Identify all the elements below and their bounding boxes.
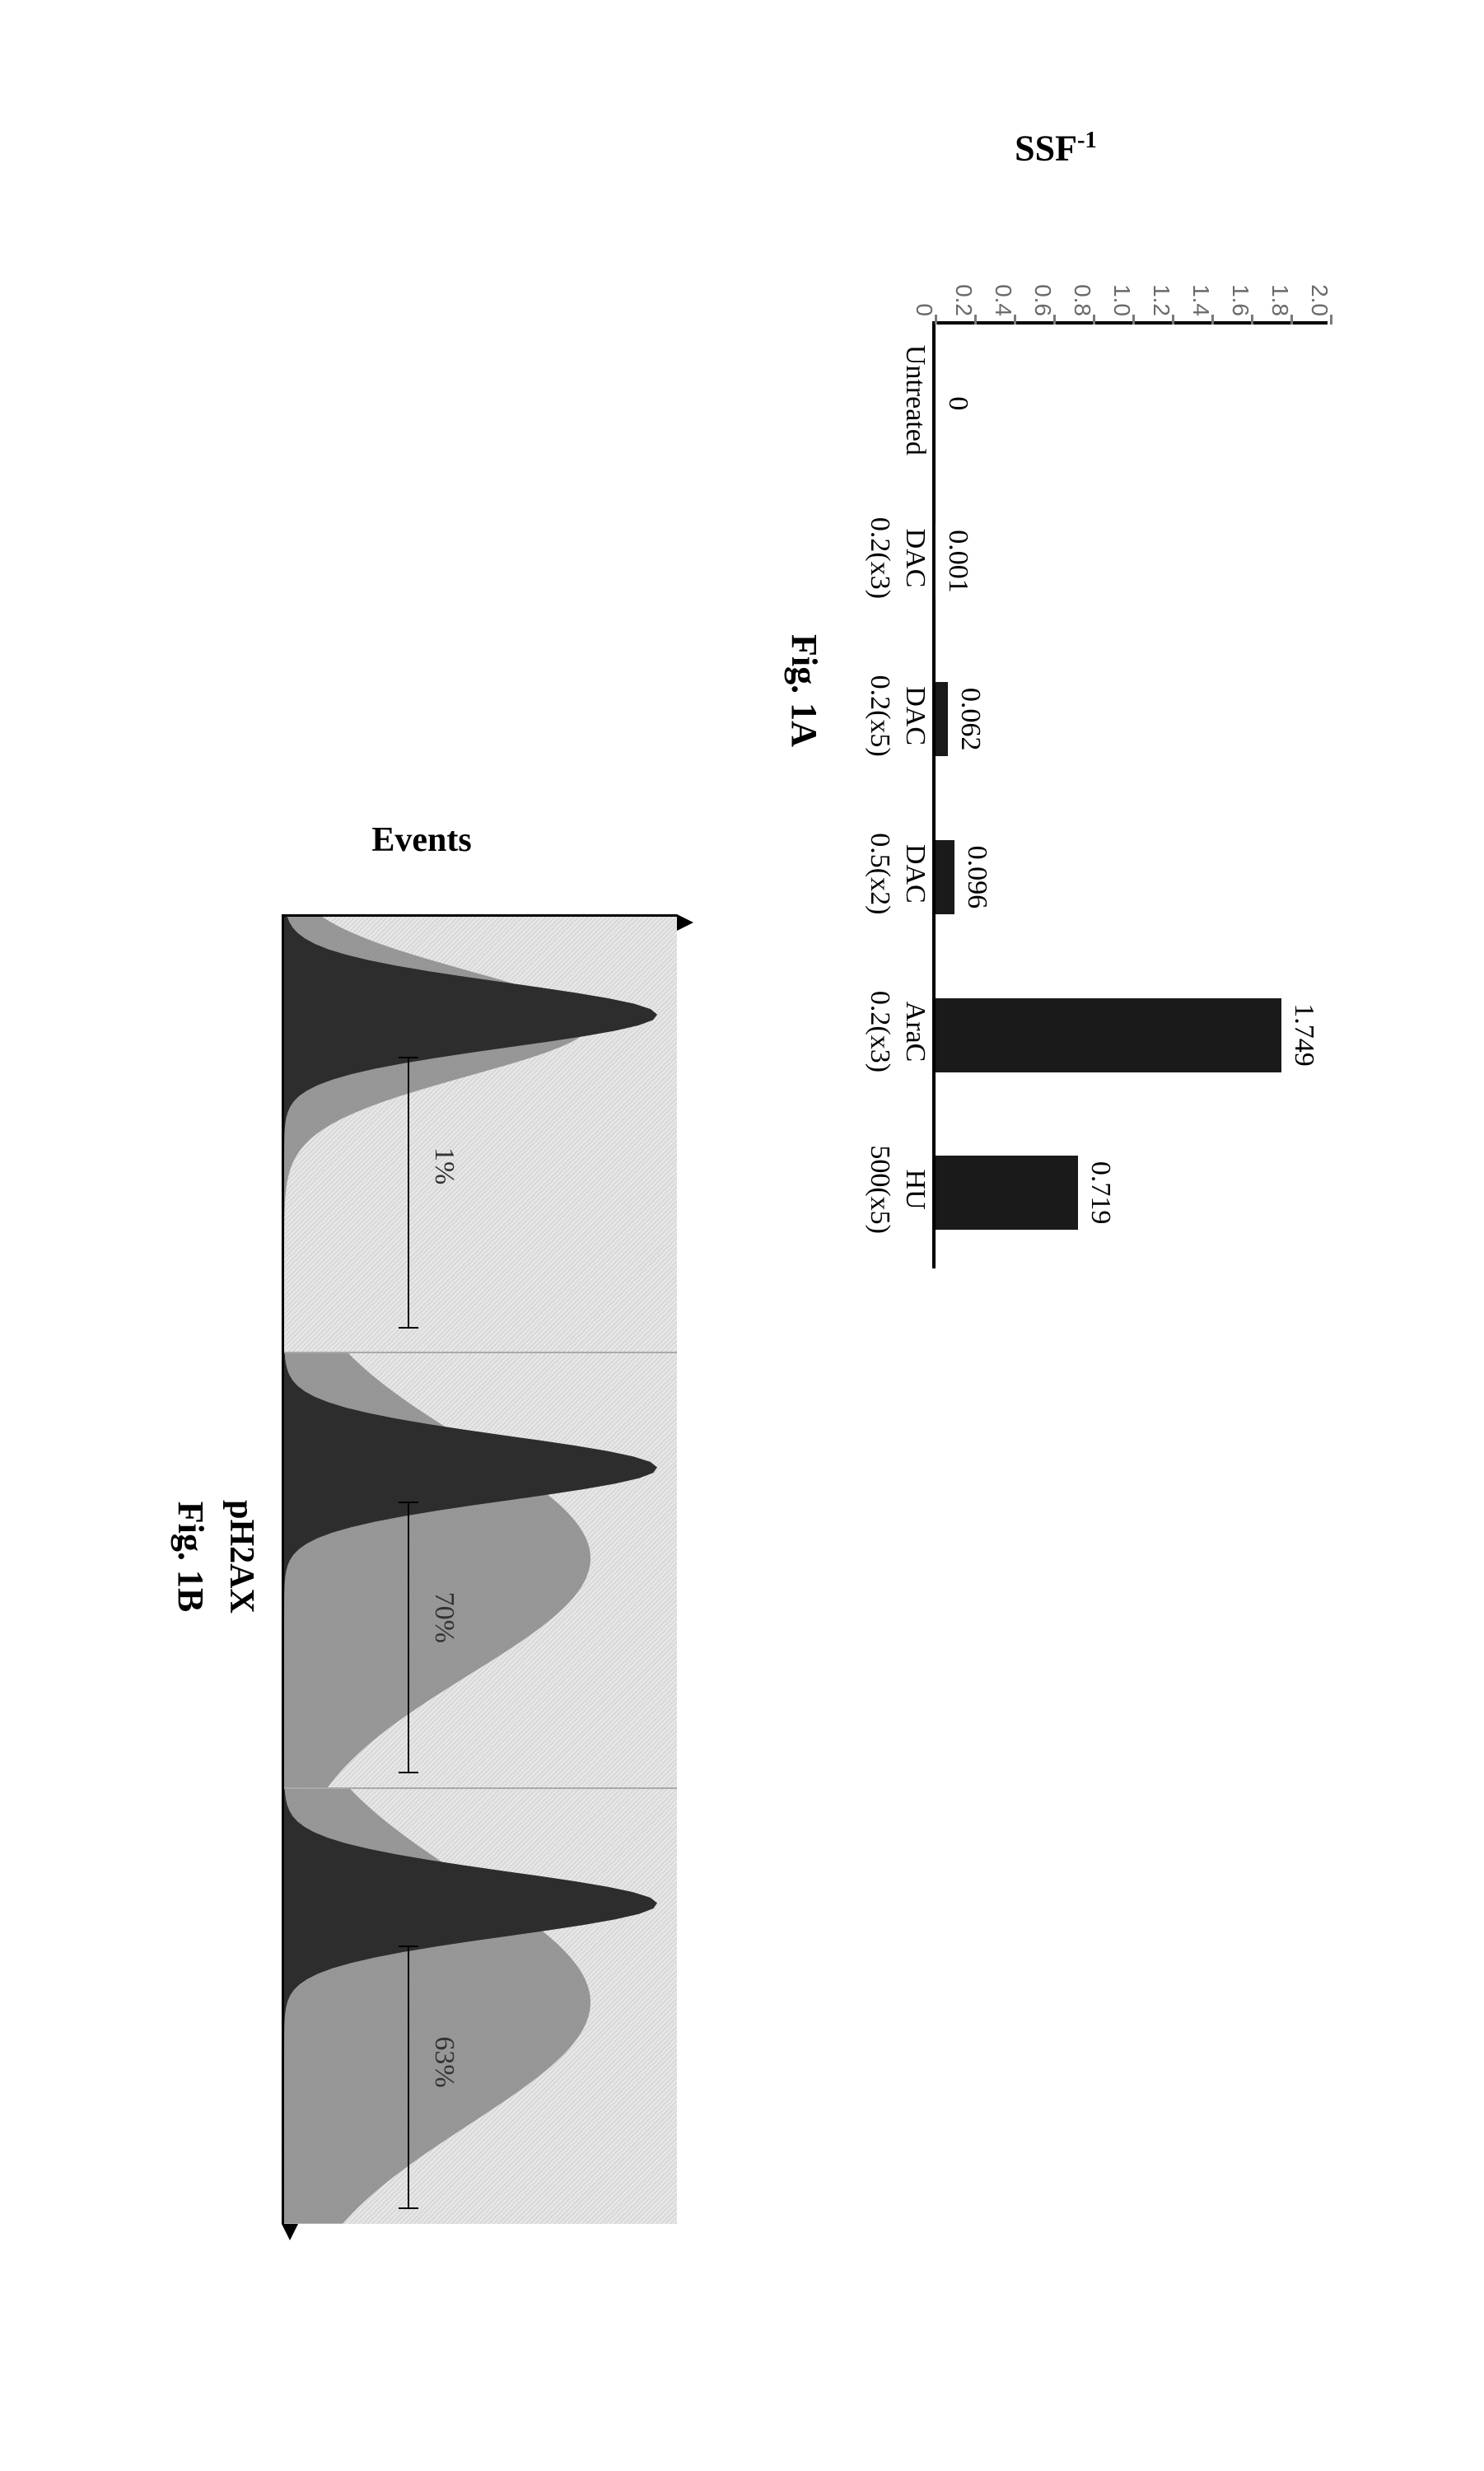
fig-1b-panel: HU63% [284, 1789, 677, 2224]
fig-1a-bar: 0.719 [936, 1156, 1078, 1230]
fig-1b-histogram-svg [284, 917, 677, 1352]
fig-1a-category-label: DAC0.2(x5) [862, 642, 932, 790]
fig-1a-ytick: 0.8 [1069, 284, 1095, 325]
fig-1a-category-label: DAC0.5(x2) [862, 800, 932, 948]
fig-1a-ytick: 1.0 [1108, 284, 1135, 325]
fig-1a-caption: Fig. 1A [783, 634, 825, 747]
fig-1a-ytick: 0 [911, 303, 937, 325]
fig-1a-bar-value: 0.001 [936, 530, 973, 593]
fig-1a-bar-chart: SSF-1 00.20.40.60.81.01.21.41.61.82.000.… [768, 214, 1344, 1326]
fig-1b-xlabel: pH2AX [222, 1500, 261, 1614]
fig-1a-ytick: 0.4 [990, 284, 1016, 325]
fig-1a-ytick: 1.4 [1188, 284, 1214, 325]
fig-1a-bar: 0.062 [936, 682, 948, 756]
fig-1b-gate-percent: 63% [428, 2036, 460, 2087]
fig-1a-ylabel: SSF-1 [1015, 128, 1097, 170]
fig-1b-gate-bracket [408, 1946, 409, 2209]
fig-1a-category-label: HU500(x5) [862, 1115, 932, 1264]
fig-1a-ytick: 1.6 [1227, 284, 1253, 325]
fig-1b-gate-bracket [408, 1502, 409, 1773]
fig-1a-bar-value: 0.719 [1078, 1161, 1116, 1225]
fig-1a-bar-value: 0.062 [948, 688, 986, 751]
fig-1a-bar: 1.749 [936, 998, 1281, 1072]
fig-1a-bar-value: 1.749 [1281, 1003, 1319, 1067]
fig-1a-ytick: 1.2 [1148, 284, 1174, 325]
fig-1b-panel: AraC70% [284, 1353, 677, 1790]
fig-1b-ylabel: Events [371, 820, 471, 860]
fig-1b-caption: Fig. 1B [170, 1502, 212, 1612]
fig-1b-histogram-svg [284, 1789, 677, 2224]
fig-1a-ytick: 0.6 [1029, 284, 1056, 325]
fig-1a-bar-value: 0.096 [954, 846, 992, 909]
fig-1b-panels: DAC1%AraC70%HU63% [282, 914, 677, 2224]
fig-1b-histogram-row: Events DAC1%AraC70%HU63% pH2AX Fig. 1B [133, 824, 710, 2290]
fig-1a-category-label: DAC0.2(x3) [862, 484, 932, 633]
fig-1b-histogram-svg [284, 1353, 677, 1788]
fig-1b-gate-percent: 1% [428, 1147, 460, 1184]
fig-1b-panel: DAC1% [284, 917, 677, 1353]
fig-1a-plot-area: 00.20.40.60.81.01.21.41.61.82.000.0010.0… [932, 321, 1328, 1268]
fig-1a-ytick: 2.0 [1306, 284, 1332, 325]
fig-1a-category-label: Untreated [898, 326, 933, 474]
fig-1b-gate-percent: 70% [428, 1592, 460, 1643]
fig-1a-bar-value: 0 [936, 396, 973, 410]
fig-1a-ytick: 0.2 [950, 284, 977, 325]
fig-1a-bar: 0.096 [936, 840, 954, 914]
fig-1a-ytick: 1.8 [1267, 284, 1293, 325]
fig-1b-gate-bracket [408, 1057, 409, 1329]
fig-1a-category-label: AraC0.2(x3) [862, 958, 932, 1106]
